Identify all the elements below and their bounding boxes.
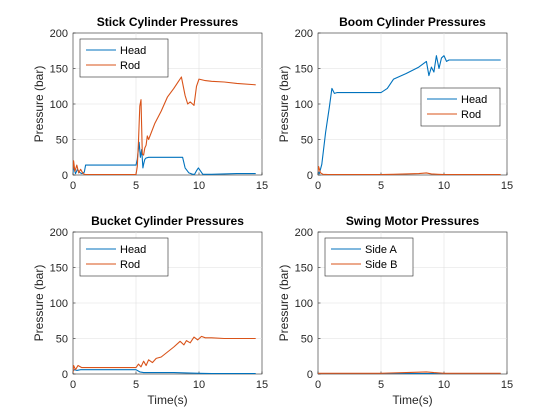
y-axis-label: Pressure (bar) [32,66,46,143]
y-axis-label: Pressure (bar) [277,66,291,143]
y-tick-label: 200 [50,227,68,239]
x-tick-label: 5 [378,180,384,192]
legend-label: Side B [365,259,397,271]
x-tick-label: 10 [193,180,205,192]
legend-label: Rod [461,109,481,121]
chart-title: Stick Cylinder Pressures [97,15,239,29]
x-tick-label: 5 [378,379,384,391]
y-tick-label: 50 [301,135,313,147]
legend-label: Rod [120,60,140,72]
y-axis-label: Pressure (bar) [32,265,46,342]
y-tick-label: 0 [62,369,68,381]
chart-title: Bucket Cylinder Pressures [91,214,244,228]
legend: Head Rod [79,237,169,277]
y-tick-label: 200 [295,28,313,40]
x-tick-label: 5 [133,379,139,391]
y-tick-label: 150 [50,263,68,275]
series-line-rod [73,335,256,373]
y-axis-label: Pressure (bar) [277,265,291,342]
x-tick-label: 15 [256,180,268,192]
series-line-head [73,369,256,374]
chart-title: Swing Motor Pressures [346,214,480,228]
y-tick-label: 150 [295,64,313,76]
legend-label: Head [461,94,487,106]
x-tick-label: 10 [438,379,450,391]
legend-label: Rod [120,259,140,271]
legend-box [79,237,169,277]
x-tick-label: 0 [315,379,321,391]
legend: Side A Side B [324,237,414,277]
x-tick-label: 0 [315,180,321,192]
y-tick-label: 100 [295,298,313,310]
y-tick-label: 100 [50,298,68,310]
x-tick-label: 15 [501,379,513,391]
legend-box [324,237,414,277]
y-tick-label: 100 [295,99,313,111]
y-tick-label: 50 [301,334,313,346]
legend-label: Head [120,244,146,256]
legend: Head Rod [79,38,169,78]
y-tick-label: 0 [307,170,313,182]
x-tick-label: 10 [438,180,450,192]
series-line-rod [73,76,256,175]
y-tick-label: 100 [50,99,68,111]
x-tick-label: 15 [501,180,513,192]
legend: Head Rod [420,87,501,127]
series-line-head [73,141,256,175]
y-tick-label: 0 [307,369,313,381]
y-tick-label: 200 [50,28,68,40]
x-tick-label: 5 [133,180,139,192]
legend-label: Head [120,45,146,57]
legend-label: Side A [365,244,397,256]
y-tick-label: 150 [295,263,313,275]
series-line-rod [318,165,501,175]
x-tick-label: 0 [70,379,76,391]
series-line-head [318,55,501,175]
y-tick-label: 50 [56,334,68,346]
y-tick-label: 150 [50,64,68,76]
legend-box [79,38,169,78]
x-axis-label: Time(s) [147,393,187,407]
x-tick-label: 0 [70,180,76,192]
x-tick-label: 10 [193,379,205,391]
series-line-side-b [318,371,501,374]
y-tick-label: 0 [62,170,68,182]
legend-box [420,87,501,127]
chart-title: Boom Cylinder Pressures [339,15,486,29]
y-tick-label: 200 [295,227,313,239]
x-tick-label: 15 [256,379,268,391]
x-axis-label: Time(s) [392,393,432,407]
y-tick-label: 50 [56,135,68,147]
